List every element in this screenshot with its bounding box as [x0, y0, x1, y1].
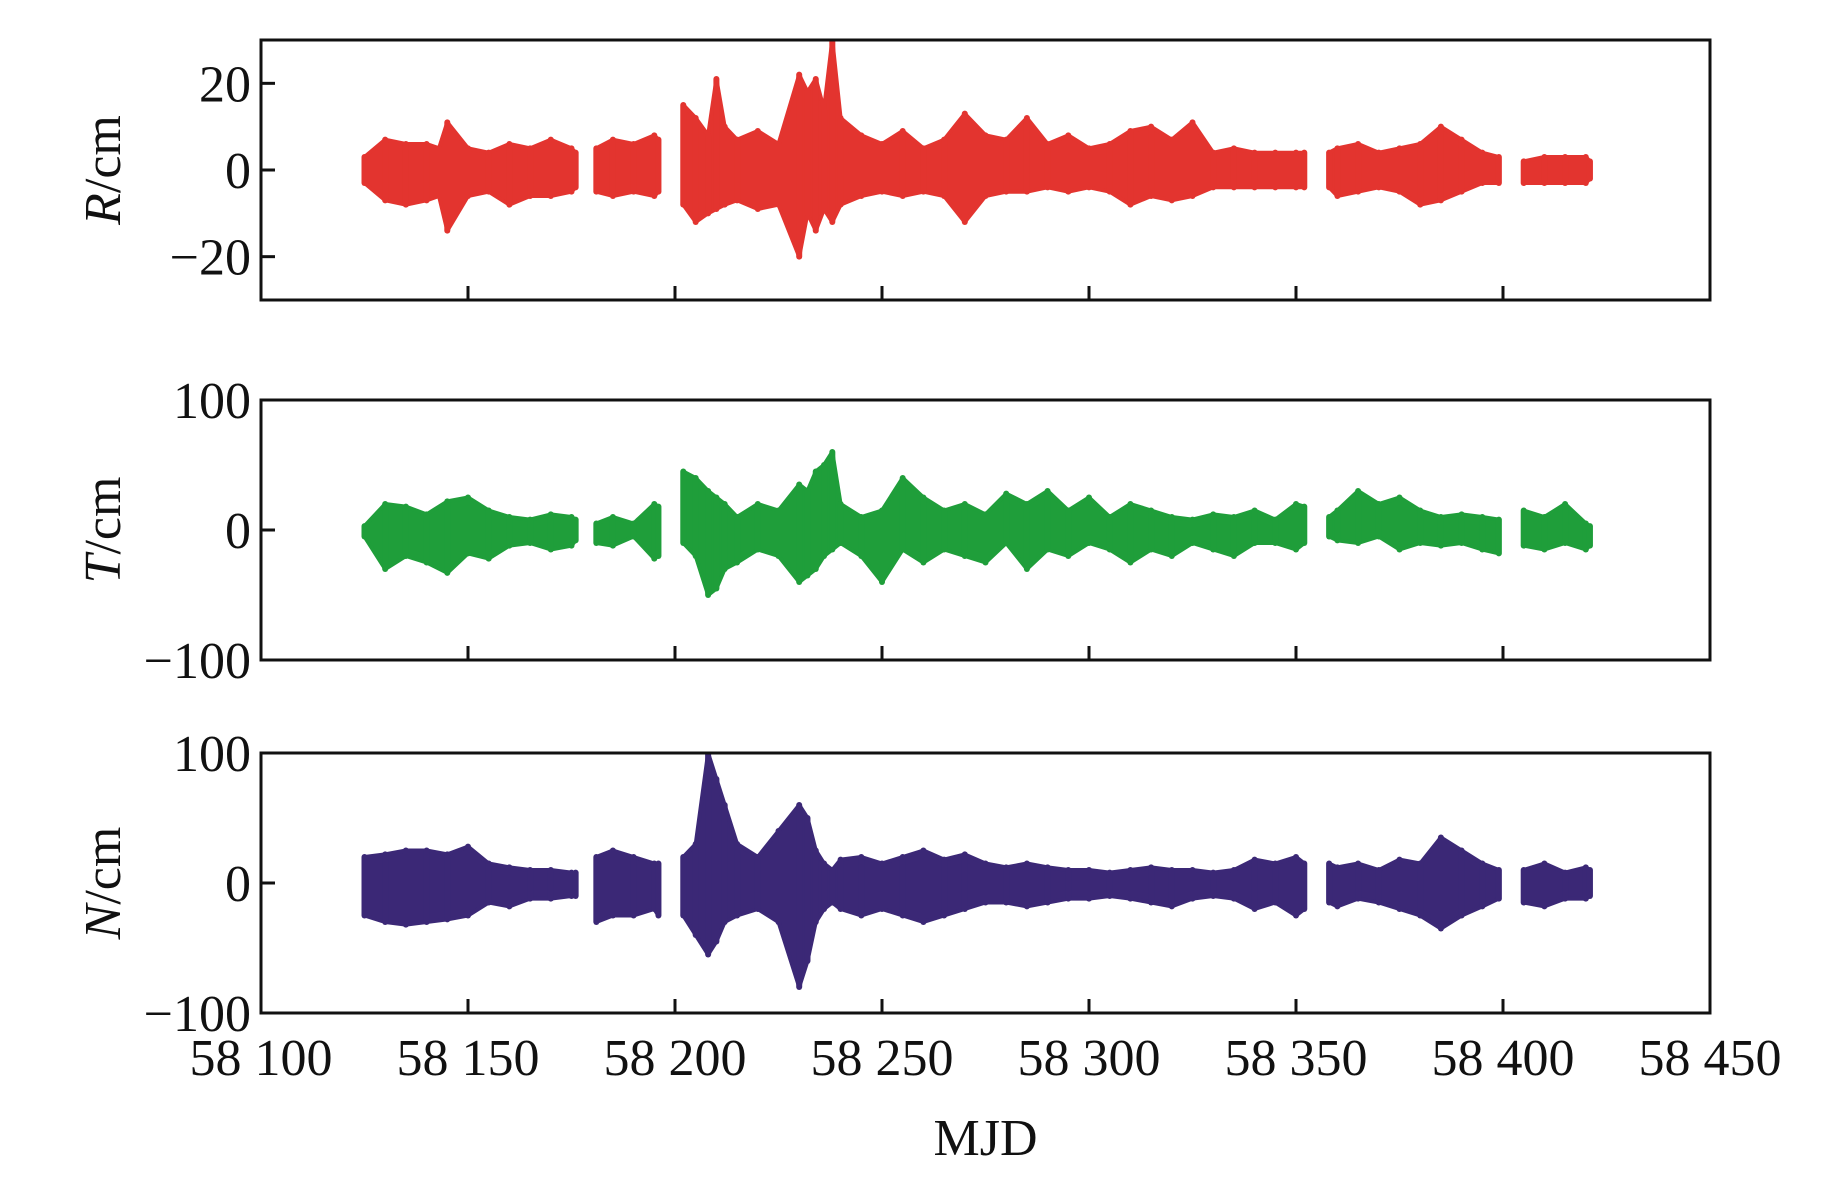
y-tick-label: 0: [225, 143, 251, 200]
y-tick-label: −100: [144, 986, 251, 1043]
series-segment-r-2: [594, 133, 661, 198]
y-tick-label: 20: [199, 56, 251, 113]
y-axis-title: R/cm: [75, 115, 132, 226]
series-spikes-n-2: [593, 847, 662, 925]
series-spikes-t-3: [680, 449, 1308, 598]
y-tick-label: −20: [170, 230, 251, 287]
series-spikes-n-3: [680, 753, 1308, 990]
x-tick-label: 58 150: [397, 1030, 540, 1087]
y-tick-label: −100: [144, 633, 251, 690]
series-spikes-r-3: [680, 40, 1308, 260]
series-segment-n-4: [1327, 835, 1501, 931]
x-tick-label: 58 350: [1225, 1030, 1368, 1087]
series-n: [361, 753, 1593, 990]
series-segment-r-4: [1327, 124, 1501, 207]
y-tick-label: 100: [173, 373, 251, 430]
series-spikes-r-5: [1520, 154, 1593, 186]
y-axis-title-unit: /cm: [75, 477, 132, 555]
series-spikes-n-4: [1326, 834, 1502, 932]
y-axis-title-unit: /cm: [75, 827, 132, 905]
y-axis-title-unit: /cm: [75, 115, 132, 193]
x-axis-tick-labels: 58 100 58 150 58 200 58 250 58 300 58 350 58 4…: [190, 1030, 1782, 1087]
series-spikes-n-1: [361, 843, 579, 928]
x-tick-label: 58 100: [190, 1030, 333, 1087]
series-spikes-n-5: [1520, 860, 1593, 910]
y-axis-title: N/cm: [75, 827, 132, 941]
series-spikes-t-4: [1326, 488, 1502, 557]
x-tick-label: 58 250: [811, 1030, 954, 1087]
x-axis-title: MJD: [933, 1110, 1037, 1167]
y-tick-label: 0: [225, 856, 251, 913]
x-tick-label: 58 200: [604, 1030, 747, 1087]
y-tick-label: 0: [225, 503, 251, 560]
series-spikes-t-1: [361, 494, 579, 576]
series-segment-t-5: [1521, 502, 1592, 552]
y-axis-title-variable: T: [75, 551, 132, 583]
series-segment-r-5: [1521, 155, 1592, 185]
series-segment-n-2: [594, 848, 661, 924]
x-tick-label: 58 400: [1432, 1030, 1575, 1087]
series-spikes-r-4: [1326, 123, 1502, 208]
x-tick-label: 58 300: [1018, 1030, 1161, 1087]
series-spikes-t-2: [593, 501, 662, 562]
series-segment-n-5: [1521, 861, 1592, 909]
y-axis-title-variable: R: [75, 193, 132, 226]
series-spikes-t-5: [1520, 501, 1593, 553]
series-segment-t-2: [594, 502, 661, 561]
panel-r: 20 0 −20 R/cm: [75, 38, 1712, 302]
y-axis-title: T/cm: [75, 477, 132, 584]
y-tick-label: 100: [173, 726, 251, 783]
series-spikes-r-2: [593, 132, 662, 199]
series-spikes-r-1: [361, 119, 579, 234]
x-tick-label: 58 450: [1639, 1030, 1782, 1087]
series-r: [361, 40, 1593, 260]
y-axis-title-variable: N: [75, 901, 132, 940]
series-t: [361, 449, 1593, 598]
series-segment-t-4: [1327, 489, 1501, 556]
